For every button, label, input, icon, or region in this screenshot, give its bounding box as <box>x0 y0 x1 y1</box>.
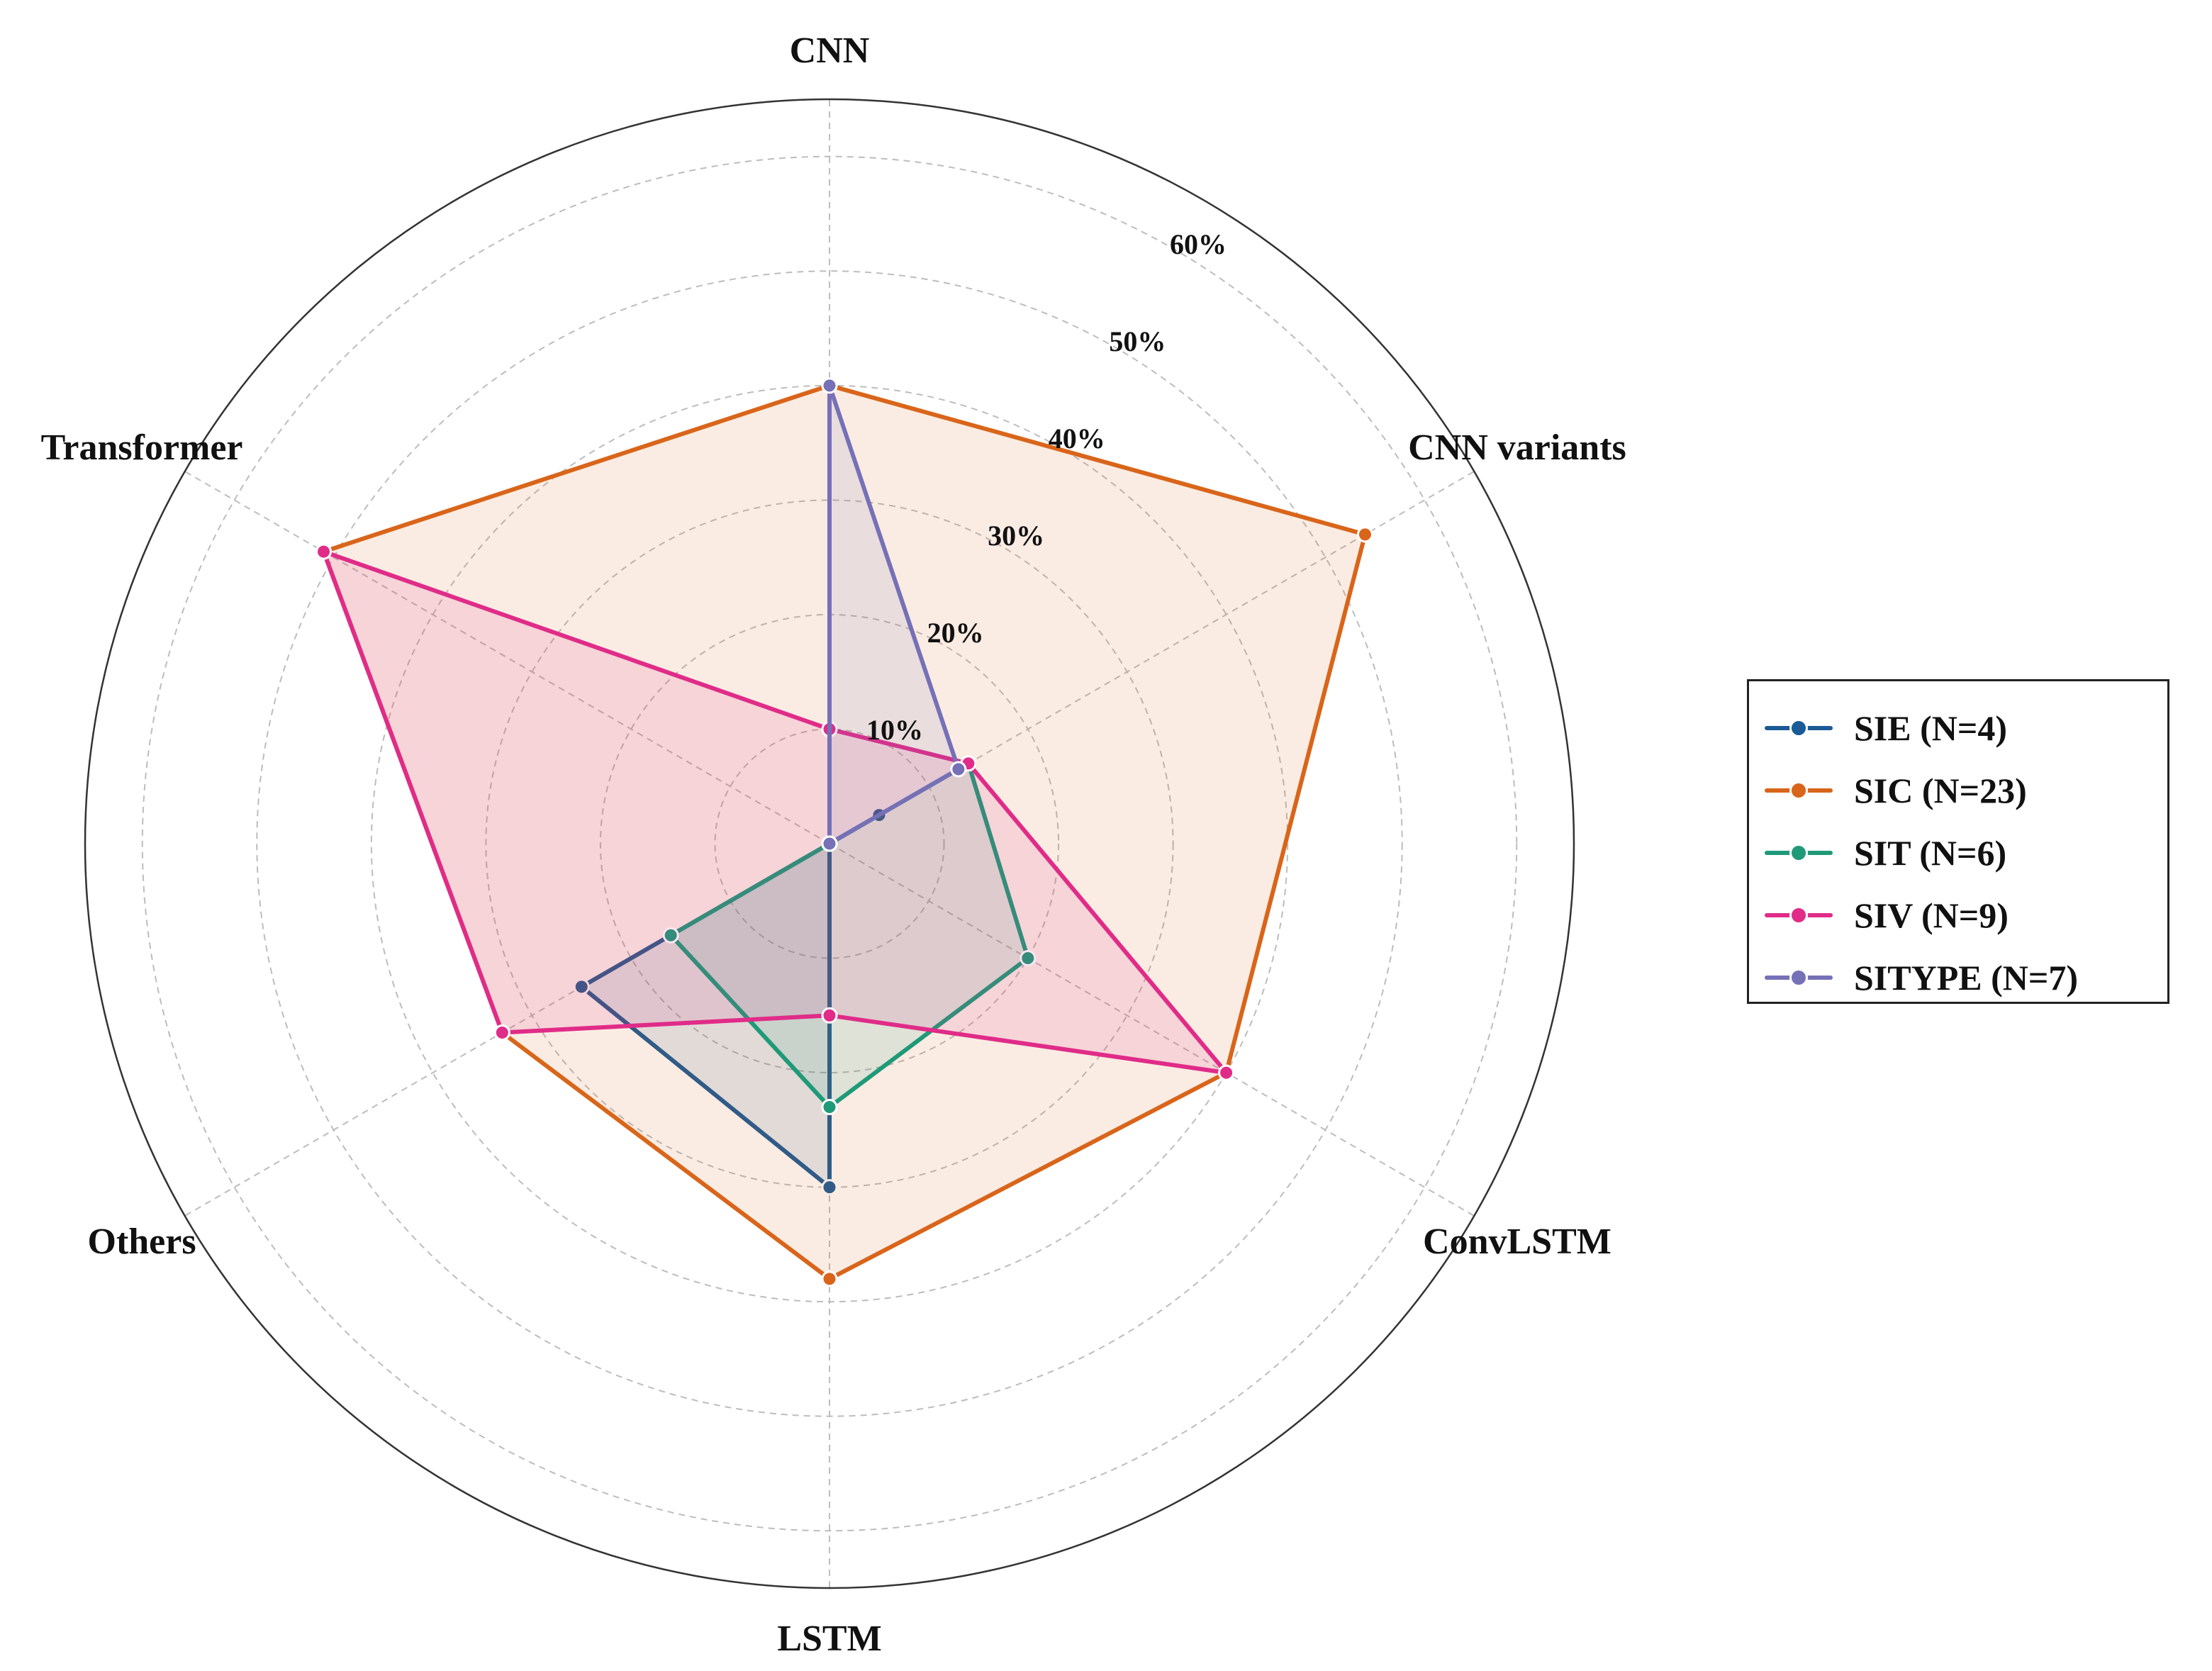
point-siv-transformer <box>315 543 333 560</box>
point-sit-lstm <box>821 1099 838 1116</box>
legend-item-siv: SIV (N=9) <box>1765 884 2167 946</box>
legend-label-sic: SIC (N=23) <box>1854 771 2027 810</box>
series-line-sitype <box>827 383 961 846</box>
point-sitype-cnn-variants <box>950 761 967 778</box>
point-sie-lstm <box>821 1179 838 1196</box>
point-sic-cnn-variants <box>1356 526 1373 543</box>
tick-label-40: 40% <box>1049 423 1105 454</box>
series-fill-siv <box>323 552 1227 1073</box>
grid-circle-60 <box>141 155 1518 1532</box>
point-sit-convlstm <box>1020 950 1037 967</box>
outer-ring <box>84 98 1575 1589</box>
series-fill-sitype <box>830 385 959 844</box>
axis-labels: CNN CNN variants ConvLSTM LSTM Others Transfo… <box>41 30 1626 1659</box>
axis-label-others: Others <box>88 1222 196 1262</box>
legend-swatch-siv <box>1765 901 1833 929</box>
point-sic-lstm <box>821 1270 838 1287</box>
point-sit-others <box>662 927 679 944</box>
radial-tick-labels: 10% 20% 30% 40% 50% 60% <box>866 228 1227 746</box>
point-sitype-cnn <box>821 377 838 394</box>
legend-label-sitype: SITYPE (N=7) <box>1854 958 2079 997</box>
axis-label-cnn-variants: CNN variants <box>1408 427 1626 468</box>
tick-label-20: 20% <box>927 617 984 649</box>
point-siv-lstm <box>821 1007 838 1024</box>
point-sie-others <box>573 978 590 995</box>
axis-label-cnn: CNN <box>790 30 870 71</box>
legend-item-sitype: SITYPE (N=7) <box>1765 946 2167 1009</box>
legend-label-sie: SIE (N=4) <box>1854 708 2008 748</box>
grid-circle-30 <box>485 499 1174 1188</box>
tick-label-60: 60% <box>1170 228 1227 260</box>
legend-item-sic: SIC (N=23) <box>1765 759 2167 822</box>
tick-label-50: 50% <box>1109 325 1166 357</box>
point-siv-others <box>493 1024 510 1041</box>
tick-label-30: 30% <box>988 520 1044 552</box>
axis-label-convlstm: ConvLSTM <box>1423 1222 1611 1262</box>
axis-label-lstm: LSTM <box>777 1619 881 1659</box>
legend-swatch-sie <box>1765 714 1833 742</box>
legend-item-sit: SIT (N=6) <box>1765 822 2167 884</box>
legend-label-siv: SIV (N=9) <box>1854 895 2009 935</box>
legend-item-sie: SIE (N=4) <box>1765 697 2167 759</box>
legend-swatch-sitype <box>1765 963 1833 992</box>
legend-swatch-sic <box>1765 776 1833 805</box>
legend-label-sit: SIT (N=6) <box>1854 833 2007 873</box>
tick-label-10: 10% <box>866 714 923 746</box>
legend-swatch-sit <box>1765 839 1833 867</box>
point-siv-convlstm <box>1218 1064 1235 1081</box>
point-sitype-transformer <box>821 835 838 852</box>
legend: SIE (N=4) SIC (N=23) SIT (N=6) SIV (N=9)… <box>1747 679 2169 1004</box>
series-layer <box>315 377 1373 1287</box>
axis-label-transformer: Transformer <box>41 427 243 468</box>
